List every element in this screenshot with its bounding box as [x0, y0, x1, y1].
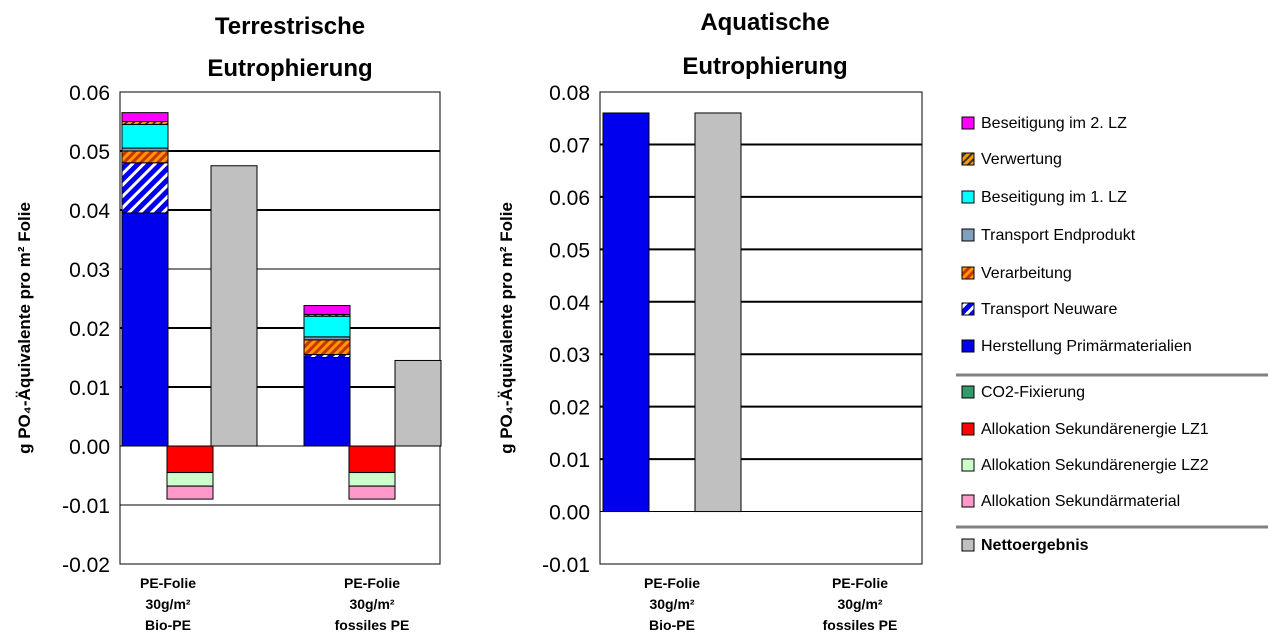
legend-swatch [961, 339, 975, 353]
legend-label: Nettoergebnis [981, 537, 1089, 554]
category-label: fossiles PE [823, 617, 898, 633]
bar-segment [121, 150, 169, 164]
y-tick-label: 0.05 [549, 239, 590, 262]
y-tick-label: 0.01 [69, 377, 110, 400]
y-tick-label: 0.00 [549, 502, 590, 525]
category-label: 30g/m² [649, 596, 694, 612]
category-label: 30g/m² [349, 596, 394, 612]
category-label: PE-Folie [140, 575, 196, 591]
y-tick-label: 0.04 [549, 292, 590, 315]
category-label: PE-Folie [644, 575, 700, 591]
y-tick-label: 0.03 [549, 344, 590, 367]
bar-segment [121, 112, 169, 123]
bar-segment [303, 315, 351, 338]
chart-title: Eutrophierung [207, 55, 372, 82]
bar-segment [348, 472, 396, 487]
legend-swatch [961, 228, 975, 242]
y-tick-label: 0.07 [549, 134, 590, 157]
legend-swatch [961, 422, 975, 436]
y-tick-label: 0.05 [69, 141, 110, 164]
legend: Beseitigung im 2. LZ Verwertung Beseitigun… [956, 115, 1268, 554]
y-axis-label: g PO₄-Äquivalente pro m² Folie [15, 202, 34, 454]
bar-segment [348, 445, 396, 474]
legend-swatch [961, 494, 975, 508]
legend-swatch [961, 538, 975, 552]
y-axis-label: g PO₄-Äquivalente pro m² Folie [497, 202, 516, 454]
net-bar [694, 112, 742, 513]
bar-segment [602, 112, 650, 513]
bar-segment [121, 162, 169, 214]
net-bar [210, 165, 258, 447]
y-tick-label: 0.00 [69, 436, 110, 459]
y-tick-label: 0.08 [549, 82, 590, 105]
bar-segment [303, 357, 351, 447]
category-label: fossiles PE [335, 617, 410, 633]
bar-segment [121, 123, 169, 149]
y-tick-label: 0.03 [69, 259, 110, 282]
legend-swatch [961, 190, 975, 204]
terrestrische-chart: 0.06 0.05 0.04 0.03 0.02 0.01 0.00 -0.01 -0.02 Te… [15, 13, 442, 633]
y-tick-label: 0.06 [549, 187, 590, 210]
bar-segment [303, 305, 351, 315]
chart-title: Terrestrische [215, 13, 365, 40]
legend-label: CO2-Fixierung [981, 384, 1085, 401]
legend-label: Allokation Sekundärmaterial [981, 493, 1180, 510]
y-tick-label: 0.02 [69, 318, 110, 341]
category-label: Bio-PE [649, 617, 695, 633]
category-label: PE-Folie [832, 575, 888, 591]
bar-segment [121, 212, 169, 447]
bar-segment [166, 485, 214, 500]
legend-swatch [961, 385, 975, 399]
y-tick-label: 0.04 [69, 200, 110, 223]
y-tick-label: -0.02 [62, 554, 110, 577]
legend-label: Transport Neuware [981, 301, 1117, 318]
legend-swatch [961, 458, 975, 472]
y-tick-label: 0.06 [69, 82, 110, 105]
legend-label: Verarbeitung [981, 265, 1072, 282]
y-tick-label: 0.01 [549, 449, 590, 472]
legend-label: Allokation Sekundärenergie LZ2 [981, 457, 1209, 474]
bar-segment [348, 485, 396, 500]
y-tick-label: -0.01 [62, 495, 110, 518]
legend-label: Allokation Sekundärenergie LZ1 [981, 421, 1209, 438]
y-tick-label: 0.02 [549, 397, 590, 420]
legend-label: Beseitigung im 2. LZ [981, 115, 1127, 132]
chart-title: Eutrophierung [682, 53, 847, 80]
category-label: Bio-PE [145, 617, 191, 633]
bar-segment [303, 339, 351, 356]
legend-label: Verwertung [981, 151, 1062, 168]
bar-segment [166, 445, 214, 474]
net-bar [394, 359, 442, 447]
plot-area [599, 91, 923, 565]
aquatische-chart: 0.08 0.07 0.06 0.05 0.04 0.03 0.02 0.01 0.00 -0.0… [497, 9, 923, 633]
legend-swatch [961, 266, 975, 280]
category-label: 30g/m² [837, 596, 882, 612]
legend-label: Beseitigung im 1. LZ [981, 189, 1127, 206]
legend-swatch [961, 116, 975, 130]
chart-title: Aquatische [700, 9, 829, 36]
category-label: 30g/m² [145, 596, 190, 612]
y-tick-label: -0.01 [542, 554, 590, 577]
legend-swatch [961, 302, 975, 316]
legend-label: Herstellung Primärmaterialien [981, 338, 1192, 355]
category-label: PE-Folie [344, 575, 400, 591]
legend-swatch [961, 152, 975, 166]
legend-label: Transport Endprodukt [981, 227, 1136, 244]
bar-segment [166, 472, 214, 487]
